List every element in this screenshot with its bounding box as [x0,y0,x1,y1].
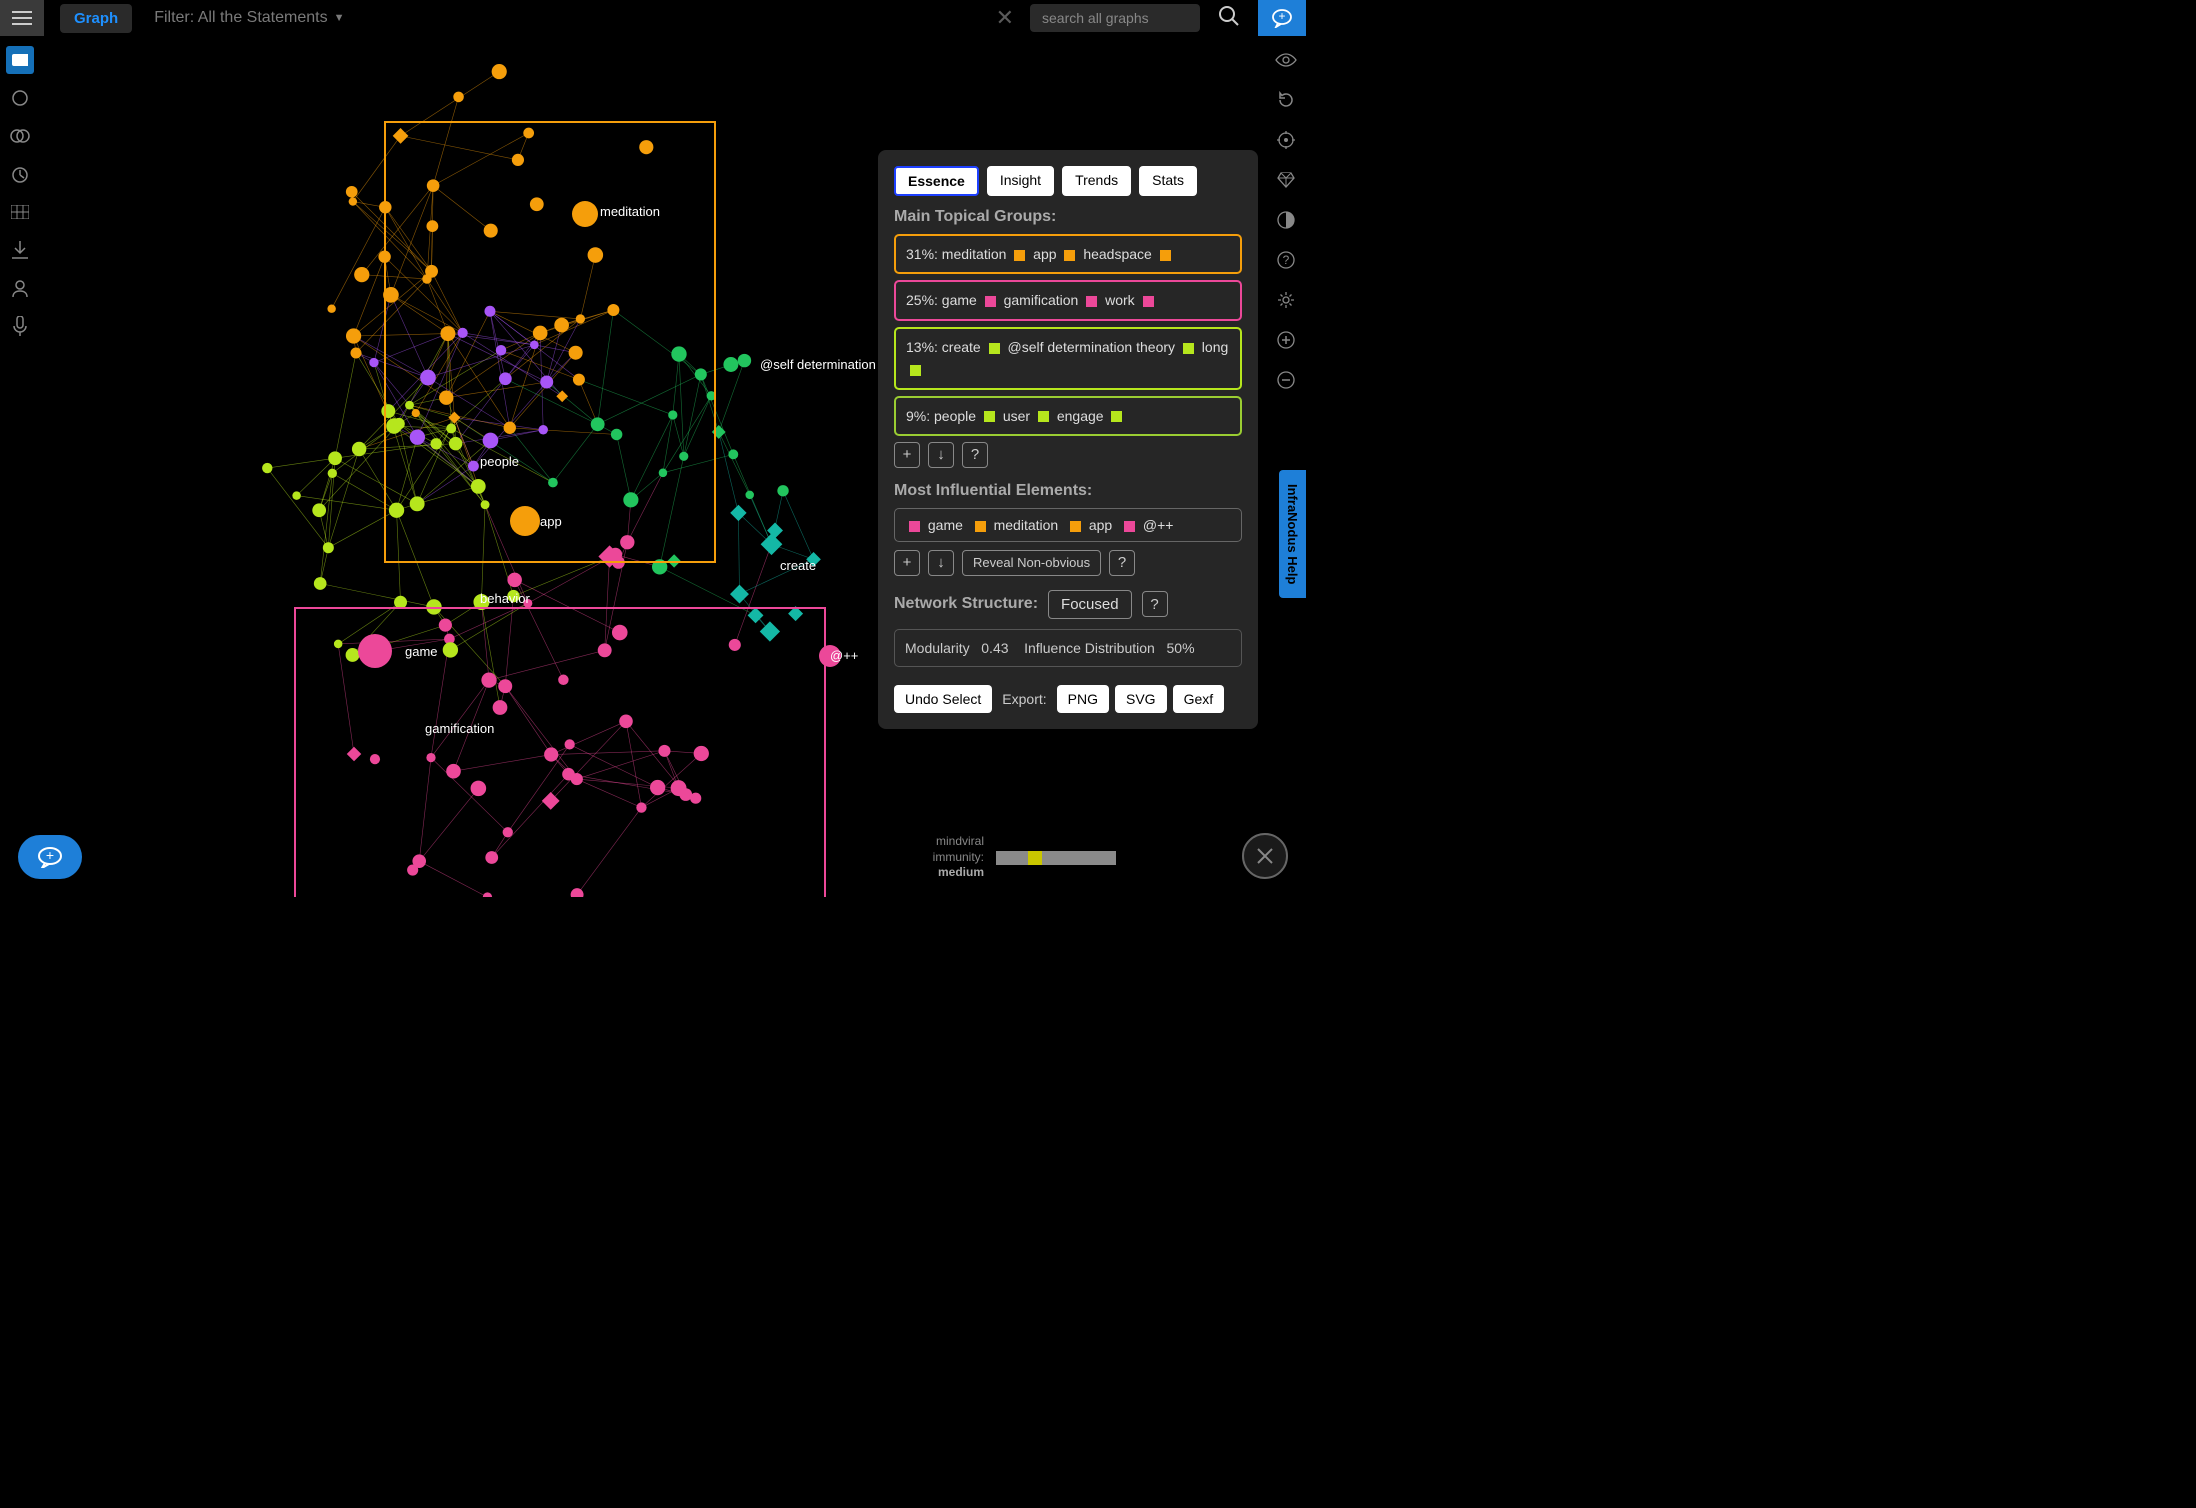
network-structure-label: Network Structure: [894,595,1038,613]
tool-grid[interactable] [6,198,34,226]
tool-timer[interactable] [6,160,34,188]
panel-tab-trends[interactable]: Trends [1062,166,1131,196]
immunity-widget: mindviral immunity: medium [933,834,1116,881]
tool-circle1[interactable] [6,84,34,112]
tool-settings[interactable] [1272,286,1300,314]
tool-eye[interactable] [1272,46,1300,74]
network-help-button[interactable]: ? [1142,591,1168,617]
modularity-value: 0.43 [981,640,1008,656]
influential-add-button[interactable]: + [894,550,920,576]
graph-tab-button[interactable]: Graph [60,4,132,33]
undo-select-button[interactable]: Undo Select [894,685,992,713]
search-input[interactable]: search all graphs [1030,4,1200,32]
influential-elements-box[interactable]: game meditation app @++ [894,508,1242,542]
panel-tab-essence[interactable]: Essence [894,166,979,196]
reveal-nonobvious-button[interactable]: Reveal Non-obvious [962,550,1101,576]
svg-text:app: app [540,514,562,529]
influential-help-button[interactable]: ? [1109,550,1135,576]
section-influential: Most Influential Elements: [894,482,1242,500]
close-search-icon[interactable]: ✕ [996,5,1014,31]
influence-dist-label: Influence Distribution [1024,640,1155,656]
menu-button[interactable] [0,0,44,36]
topical-group[interactable]: 31%: meditation app headspace [894,234,1242,274]
tool-user[interactable] [6,274,34,302]
modularity-label: Modularity [905,640,970,656]
immunity-label2: immunity: [933,850,984,866]
tool-download[interactable] [6,236,34,264]
panel-tabs: Essence Insight Trends Stats [894,166,1242,196]
tool-mic[interactable] [6,312,34,340]
tool-help[interactable]: ? [1272,246,1300,274]
export-gexf-button[interactable]: Gexf [1173,685,1225,713]
tool-venn[interactable] [6,122,34,150]
svg-text:+: + [46,847,54,863]
hamburger-icon [12,11,32,25]
section-topical-groups: Main Topical Groups: [894,208,1242,226]
svg-text:game: game [405,644,438,659]
export-svg-button[interactable]: SVG [1115,685,1167,713]
chat-icon: + [1271,8,1293,28]
topical-group[interactable]: 9%: people user engage [894,396,1242,436]
close-icon [1256,847,1274,865]
chat-button-top[interactable]: + [1258,0,1306,36]
groups-down-button[interactable]: ↓ [928,442,954,468]
top-bar: Graph Filter: All the Statements ▼ ✕ sea… [0,0,1306,36]
influential-down-button[interactable]: ↓ [928,550,954,576]
filter-label: Filter: All the Statements [154,9,327,27]
network-structure-value[interactable]: Focused [1048,590,1132,619]
svg-text:+: + [1278,9,1285,23]
chat-fab[interactable]: + [18,835,82,879]
svg-text:?: ? [1283,253,1290,267]
immunity-label1: mindviral [933,834,984,850]
tool-redo[interactable] [1272,86,1300,114]
close-fab[interactable] [1242,833,1288,879]
groups-add-button[interactable]: + [894,442,920,468]
tool-contrast[interactable] [1272,206,1300,234]
search-icon[interactable] [1218,5,1240,32]
help-side-tab[interactable]: InfraNodus Help [1279,470,1306,598]
tool-target[interactable] [1272,126,1300,154]
immunity-value: medium [933,865,984,881]
svg-text:meditation: meditation [600,204,660,219]
export-png-button[interactable]: PNG [1057,685,1109,713]
topical-group[interactable]: 25%: game gamification work [894,280,1242,320]
influence-dist-value: 50% [1167,640,1195,656]
topical-group[interactable]: 13%: create @self determination theory l… [894,327,1242,390]
panel-tab-stats[interactable]: Stats [1139,166,1197,196]
chat-plus-icon: + [37,846,63,868]
tool-view[interactable] [6,46,34,74]
panel-tab-insight[interactable]: Insight [987,166,1054,196]
tool-diamond[interactable] [1272,166,1300,194]
tool-zoom-out[interactable] [1272,366,1300,394]
left-toolbar [0,42,40,340]
filter-dropdown[interactable]: Filter: All the Statements ▼ [154,9,344,27]
chevron-down-icon: ▼ [334,12,345,24]
groups-help-button[interactable]: ? [962,442,988,468]
immunity-bar [996,851,1116,865]
metrics-box: Modularity 0.43 Influence Distribution 5… [894,629,1242,667]
export-label: Export: [1002,691,1046,707]
tool-zoom-in[interactable] [1272,326,1300,354]
analysis-panel: Essence Insight Trends Stats Main Topical G… [878,150,1258,729]
right-toolbar: ? [1266,42,1306,394]
